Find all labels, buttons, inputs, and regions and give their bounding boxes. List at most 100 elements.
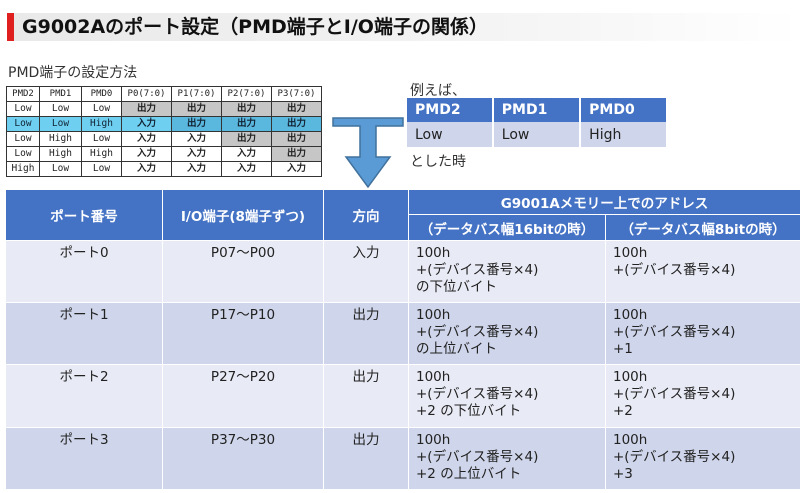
address-line: +(デバイス番号×4) bbox=[416, 324, 539, 340]
example-value: Low bbox=[492, 122, 582, 147]
io-cell: P37～P30 bbox=[162, 427, 324, 490]
direction-cell: 出力 bbox=[323, 302, 409, 365]
address-16bit-cell: 100h +(デバイス番号×4) の上位バイト bbox=[408, 302, 606, 365]
table-row: ポート0 P07～P00 入力 100h +(デバイス番号×4) の下位バイト 100h +(… bbox=[5, 240, 800, 303]
pmd-cell: Low bbox=[6, 131, 40, 147]
pmd-cell: 入力 bbox=[171, 146, 222, 162]
pmd-cell: 出力 bbox=[271, 131, 322, 147]
address-line: 100h bbox=[416, 432, 451, 448]
address-line: +2 bbox=[613, 403, 633, 419]
pmd-header-cell: PMD1 bbox=[39, 86, 82, 102]
header-direction: 方向 bbox=[323, 189, 409, 241]
pmd-cell: Low bbox=[39, 101, 82, 117]
main-subheader-row: （データバス幅16bitの時） （データバス幅8bitの時） bbox=[6, 214, 800, 241]
header-address: G9001Aメモリー上でのアドレス bbox=[407, 189, 800, 215]
pmd-row: Low High Low 入力 入力 出力 出力 bbox=[6, 131, 322, 147]
io-cell: P07～P00 bbox=[162, 240, 324, 303]
pmd-setting-table: PMD2 PMD1 PMD0 P0(7:0) P1(7:0) P2(7:0) P3(7:0)… bbox=[6, 86, 322, 177]
pmd-header-row: PMD2 PMD1 PMD0 P0(7:0) P1(7:0) P2(7:0) P3(7:0) bbox=[6, 86, 322, 102]
pmd-cell: 出力 bbox=[221, 101, 272, 117]
pmd-cell: High bbox=[6, 161, 40, 177]
page-title: G9002Aのポート設定（PMD端子とI/O端子の関係） bbox=[22, 16, 488, 38]
address-16bit-cell: 100h +(デバイス番号×4) +2 の下位バイト bbox=[408, 364, 606, 428]
address-16bit-cell: 100h +(デバイス番号×4) +2 の上位バイト bbox=[408, 427, 606, 490]
address-line: 100h bbox=[613, 432, 648, 448]
port-cell: ポート2 bbox=[5, 364, 163, 428]
example-value: High bbox=[580, 122, 666, 147]
pmd-row: Low Low High 入力 出力 出力 出力 bbox=[6, 116, 322, 132]
pmd-header-cell: P0(7:0) bbox=[121, 86, 172, 102]
address-8bit-cell: 100h +(デバイス番号×4) +2 bbox=[604, 364, 800, 428]
pmd-cell: Low bbox=[6, 146, 40, 162]
main-header-row: ポート番号 I/O端子(8端子ずつ) 方向 G9001Aメモリー上でのアドレス bbox=[5, 189, 800, 241]
example-value-row: Low Low High bbox=[407, 122, 666, 147]
title-accent-bar bbox=[7, 13, 14, 41]
pmd-cell: 入力 bbox=[171, 131, 222, 147]
pmd-cell: 入力 bbox=[121, 146, 172, 162]
pmd-cell: Low bbox=[39, 161, 82, 177]
pmd-header-cell: P1(7:0) bbox=[171, 86, 222, 102]
example-table: PMD2 PMD1 PMD0 Low Low High bbox=[407, 98, 666, 147]
table-row: ポート1 P17～P10 出力 100h +(デバイス番号×4) の上位バイト 100h +(… bbox=[5, 302, 800, 365]
header-port: ポート番号 bbox=[5, 189, 163, 241]
pmd-cell: 入力 bbox=[171, 161, 222, 177]
example-header: PMD2 bbox=[407, 98, 494, 122]
pmd-cell: High bbox=[39, 146, 82, 162]
io-cell: P27～P20 bbox=[162, 364, 324, 428]
address-line: +(デバイス番号×4) bbox=[416, 386, 539, 402]
io-cell: P17～P10 bbox=[162, 302, 324, 365]
address-line: +(デバイス番号×4) bbox=[613, 449, 736, 465]
pmd-cell: 出力 bbox=[121, 101, 172, 117]
port-address-table: ポート番号 I/O端子(8端子ずつ) 方向 G9001Aメモリー上でのアドレス … bbox=[5, 189, 800, 490]
pmd-cell: Low bbox=[6, 116, 40, 132]
pmd-cell: 入力 bbox=[221, 146, 272, 162]
pmd-cell: 出力 bbox=[171, 101, 222, 117]
pmd-row: Low High High 入力 入力 入力 出力 bbox=[6, 146, 322, 162]
pmd-caption: PMD端子の設定方法 bbox=[8, 65, 138, 81]
port-cell: ポート3 bbox=[5, 427, 163, 490]
direction-cell: 出力 bbox=[323, 364, 409, 428]
address-8bit-cell: 100h +(デバイス番号×4) bbox=[604, 240, 800, 303]
address-8bit-cell: 100h +(デバイス番号×4) +1 bbox=[604, 302, 800, 365]
example-header: PMD1 bbox=[492, 98, 582, 122]
down-arrow-icon bbox=[332, 117, 404, 189]
address-line: 100h bbox=[613, 307, 648, 323]
pmd-cell: Low bbox=[81, 131, 122, 147]
address-line: の上位バイト bbox=[416, 341, 497, 357]
address-line: +(デバイス番号×4) bbox=[416, 449, 539, 465]
address-8bit-cell: 100h +(デバイス番号×4) +3 bbox=[604, 427, 800, 490]
pmd-cell: 出力 bbox=[271, 146, 322, 162]
port-cell: ポート1 bbox=[5, 302, 163, 365]
address-16bit-cell: 100h +(デバイス番号×4) の下位バイト bbox=[408, 240, 606, 303]
pmd-cell: High bbox=[39, 131, 82, 147]
table-row: ポート3 P37～P30 出力 100h +(デバイス番号×4) +2 の上位バイト 100… bbox=[5, 427, 800, 490]
pmd-cell: 入力 bbox=[221, 161, 272, 177]
pmd-cell: High bbox=[81, 116, 122, 132]
address-line: 100h bbox=[416, 307, 451, 323]
title-bar: G9002Aのポート設定（PMD端子とI/O端子の関係） bbox=[0, 0, 800, 50]
table-row: ポート2 P27～P20 出力 100h +(デバイス番号×4) +2 の下位バイト 100… bbox=[5, 364, 800, 428]
address-line: 100h bbox=[416, 245, 451, 261]
address-line: の下位バイト bbox=[416, 279, 497, 295]
direction-cell: 入力 bbox=[323, 240, 409, 303]
header-io: I/O端子(8端子ずつ) bbox=[162, 189, 324, 241]
example-value: Low bbox=[407, 122, 494, 147]
header-bus16: （データバス幅16bitの時） bbox=[408, 214, 606, 241]
example-caption: 例えば、 bbox=[410, 83, 466, 99]
address-line: +3 bbox=[613, 466, 633, 482]
pmd-cell: Low bbox=[81, 161, 122, 177]
pmd-cell: 出力 bbox=[171, 116, 222, 132]
example-tail: とした時 bbox=[410, 154, 466, 170]
address-line: +(デバイス番号×4) bbox=[613, 324, 736, 340]
address-line: 100h bbox=[613, 245, 648, 261]
address-line: +1 bbox=[613, 341, 633, 357]
pmd-cell: Low bbox=[6, 101, 40, 117]
title-background bbox=[14, 13, 800, 41]
pmd-header-cell: PMD2 bbox=[6, 86, 40, 102]
direction-cell: 出力 bbox=[323, 427, 409, 490]
pmd-cell: Low bbox=[81, 101, 122, 117]
pmd-cell: 出力 bbox=[221, 116, 272, 132]
pmd-header-cell: P2(7:0) bbox=[221, 86, 272, 102]
pmd-header-cell: P3(7:0) bbox=[271, 86, 322, 102]
address-line: +(デバイス番号×4) bbox=[613, 262, 736, 278]
